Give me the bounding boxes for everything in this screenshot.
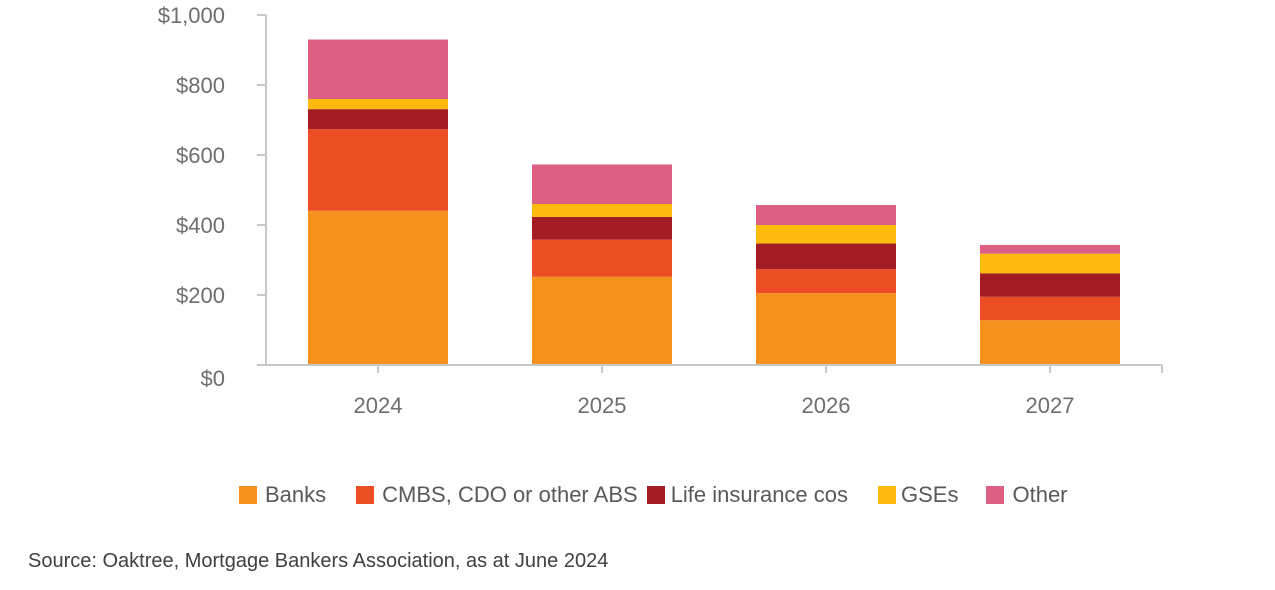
- legend-label: Other: [1012, 482, 1068, 507]
- legend-item-other: Other: [986, 482, 1068, 508]
- bar-segment-2025-banks: [532, 276, 672, 365]
- y-tick-label: $400: [176, 213, 225, 238]
- legend-label: CMBS, CDO or other ABS: [382, 482, 638, 507]
- legend-label: Banks: [265, 482, 327, 507]
- bar-segment-2026-other: [756, 205, 896, 225]
- legend-swatch: [878, 486, 897, 504]
- legend-swatch: [646, 486, 665, 504]
- bar-segment-2024-banks: [308, 210, 448, 365]
- x-tick-label: 2026: [802, 393, 851, 418]
- stacked-bar-chart: $0$200$400$600$800$1,000 2024 2025 2026 202…: [158, 3, 1163, 418]
- legend-item-life-insurance-cos: Life insurance cos: [646, 482, 849, 508]
- source-note: Source: Oaktree, Mortgage Bankers Associ…: [28, 550, 609, 572]
- x-tick-label: 2025: [578, 393, 627, 418]
- bar-segment-2025-cmbs-cdo-or-other-abs: [532, 239, 672, 277]
- bar-segment-2027-other: [980, 244, 1120, 254]
- axes-group: [257, 14, 1163, 373]
- y-tick-label: $1,000: [158, 3, 225, 28]
- bar-segment-2024-life-insurance-cos: [308, 109, 448, 130]
- bar-segment-2026-life-insurance-cos: [756, 243, 896, 270]
- legend-swatch: [356, 486, 375, 504]
- x-tick-label: 2024: [354, 393, 403, 418]
- bar-segment-2026-cmbs-cdo-or-other-abs: [756, 269, 896, 294]
- bar-segment-2027-gses: [980, 253, 1120, 274]
- legend: Banks CMBS, CDO or other ABS Life insuranc…: [239, 482, 1068, 508]
- legend-swatch: [239, 486, 257, 504]
- x-tick-label: 2027: [1026, 393, 1075, 418]
- legend-label: Life insurance cos: [670, 482, 849, 507]
- bar-segment-2025-life-insurance-cos: [532, 216, 672, 240]
- y-tick-labels: $0 $200 $400 $600 $800 $1,000: [158, 3, 225, 391]
- legend-item-banks: Banks: [239, 482, 326, 508]
- y-tick-label: $800: [176, 73, 225, 98]
- bar-segment-2027-banks: [980, 320, 1120, 365]
- bar-segment-2024-cmbs-cdo-or-other-abs: [308, 129, 448, 211]
- legend-swatch: [986, 486, 1005, 504]
- bar-segment-2026-gses: [756, 225, 896, 244]
- y-tick-label: $200: [176, 283, 225, 308]
- bar-segment-2027-cmbs-cdo-or-other-abs: [980, 296, 1120, 321]
- y-tick-label: $600: [176, 143, 225, 168]
- legend-label: GSEs: [901, 482, 959, 507]
- bar-segment-2025-gses: [532, 204, 672, 217]
- legend-item-gses: GSEs: [878, 482, 958, 508]
- bar-segment-2025-other: [532, 164, 672, 204]
- bars-group: [308, 39, 1120, 365]
- legend-item-cmbs-cdo-or-other-abs: CMBS, CDO or other ABS: [356, 482, 638, 508]
- bar-segment-2024-other: [308, 39, 448, 99]
- bar-segment-2024-gses: [308, 99, 448, 110]
- x-tick-labels: 2024 2025 2026 2027: [354, 393, 1075, 418]
- bar-segment-2026-banks: [756, 293, 896, 365]
- y-tick-label: $0: [201, 366, 225, 391]
- bar-segment-2027-life-insurance-cos: [980, 273, 1120, 297]
